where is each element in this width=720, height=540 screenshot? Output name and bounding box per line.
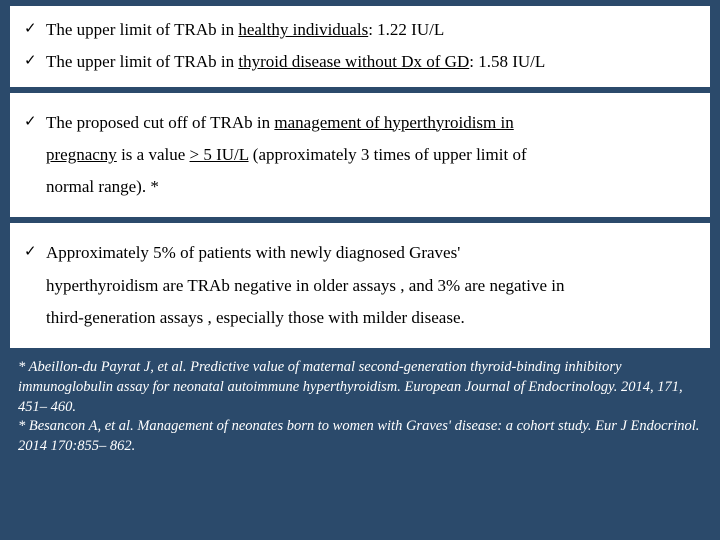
bullet-cont: hyperthyroidism are TRAb negative in old…	[24, 270, 690, 302]
bullet-text: The proposed cut off of TRAb in manageme…	[46, 107, 690, 139]
t: : 1.58 IU/L	[469, 52, 545, 71]
t: is a value	[117, 145, 190, 164]
card-cutoff: ✓ The proposed cut off of TRAb in manage…	[10, 93, 710, 218]
bullet-text: The upper limit of TRAb in healthy indiv…	[46, 14, 690, 46]
bullet-text: The upper limit of TRAb in thyroid disea…	[46, 46, 690, 78]
t: The upper limit of TRAb in	[46, 20, 238, 39]
t-u: pregnacny	[46, 145, 117, 164]
t: (approximately 3 times of upper limit of	[249, 145, 527, 164]
t: The proposed cut off of TRAb in	[46, 113, 274, 132]
bullet-healthy: ✓ The upper limit of TRAb in healthy ind…	[24, 14, 690, 46]
check-icon: ✓	[24, 237, 46, 267]
bullet-cutoff: ✓ The proposed cut off of TRAb in manage…	[24, 107, 690, 139]
t-u: thyroid disease without Dx of GD	[238, 52, 469, 71]
bullet-cont: pregnacny is a value > 5 IU/L (approxima…	[24, 139, 690, 171]
bullet-negative: ✓ Approximately 5% of patients with newl…	[24, 237, 690, 269]
check-icon: ✓	[24, 46, 46, 76]
references: * Abeillon-du Payrat J, et al. Predictiv…	[18, 358, 702, 456]
check-icon: ✓	[24, 107, 46, 137]
check-icon: ✓	[24, 14, 46, 44]
t: : 1.22 IU/L	[368, 20, 444, 39]
t-u: > 5 IU/L	[190, 145, 249, 164]
t-u: healthy individuals	[238, 20, 368, 39]
card-limits: ✓ The upper limit of TRAb in healthy ind…	[10, 6, 710, 87]
t-u: management of hyperthyroidism in	[274, 113, 513, 132]
ref-1: * Abeillon-du Payrat J, et al. Predictiv…	[18, 358, 702, 417]
bullet-thyroid-disease: ✓ The upper limit of TRAb in thyroid dis…	[24, 46, 690, 78]
ref-2: * Besancon A, et al. Management of neona…	[18, 417, 702, 456]
t: The upper limit of TRAb in	[46, 52, 238, 71]
card-negative: ✓ Approximately 5% of patients with newl…	[10, 223, 710, 348]
bullet-cont2: third-generation assays , especially tho…	[24, 302, 690, 334]
bullet-text: Approximately 5% of patients with newly …	[46, 237, 690, 269]
bullet-cont2: normal range). *	[24, 171, 690, 203]
